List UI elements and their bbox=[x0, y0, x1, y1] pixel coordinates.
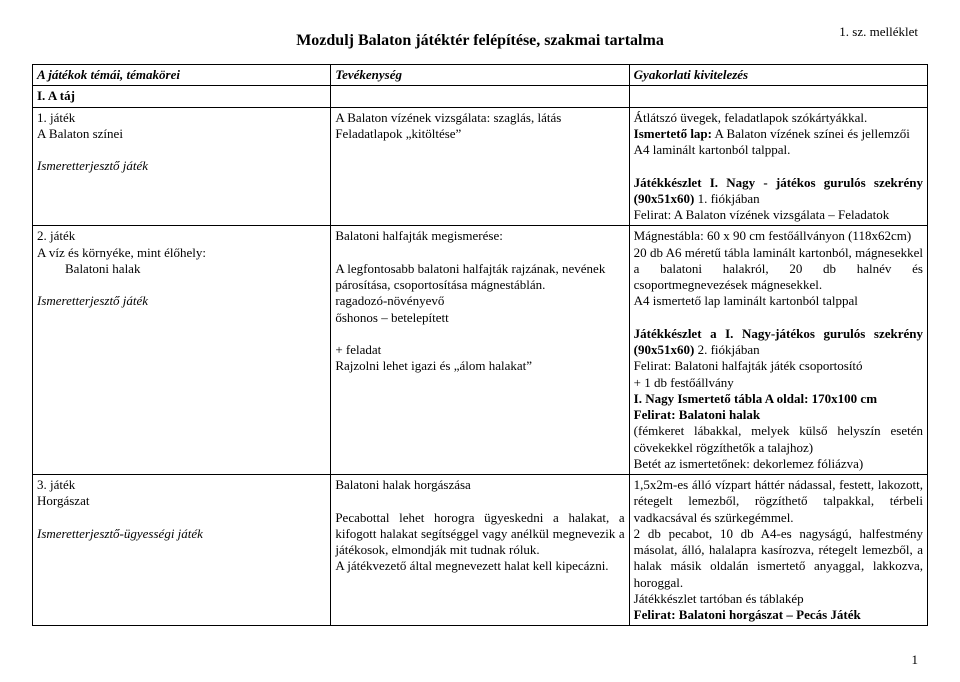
section-label: I. A táj bbox=[33, 86, 331, 107]
r2-c2-l3: ragadozó-növényevő bbox=[335, 293, 444, 308]
r1-c1-l3: Ismeretterjesztő játék bbox=[37, 158, 148, 173]
r1-c3-l2b: A Balaton vízének színei és jellemzői bbox=[712, 126, 910, 141]
r2-c1-l1: 2. játék bbox=[37, 228, 75, 243]
table-header-row: A játékok témái, témakörei Tevékenység G… bbox=[33, 65, 928, 86]
r2-c2-l2: A legfontosabb balatoni halfajták rajzán… bbox=[335, 261, 605, 292]
r2-c1-l4: Ismeretterjesztő játék bbox=[37, 293, 148, 308]
r2-c3-l7: I. Nagy Ismertető tábla A oldal: 170x100… bbox=[634, 391, 877, 406]
header-col2: Tevékenység bbox=[331, 65, 629, 86]
row2-col2: Balatoni halfajták megismerése: A legfon… bbox=[331, 226, 629, 475]
row1-col3: Átlátszó üvegek, feladatlapok szókártyák… bbox=[629, 107, 927, 226]
r2-c3-l4a: Játékkészlet a I. Nagy-játékos gurulós s… bbox=[634, 326, 923, 357]
r1-c3-l1: Átlátszó üvegek, feladatlapok szókártyák… bbox=[634, 110, 868, 125]
r1-c3-l3: A4 laminált kartonból talppal. bbox=[634, 142, 791, 157]
r1-c2-l1: A Balaton vízének vizsgálata: szaglás, l… bbox=[335, 110, 561, 125]
header-col3: Gyakorlati kivitelezés bbox=[629, 65, 927, 86]
r1-c3-l4b: 1. fiókjában bbox=[694, 191, 759, 206]
r1-c3-l2a: Ismertető lap: bbox=[634, 126, 712, 141]
r1-c1-l1: 1. játék bbox=[37, 110, 75, 125]
r3-c1-l2: Horgászat bbox=[37, 493, 89, 508]
row3-col2: Balatoni halak horgászása Pecabottal leh… bbox=[331, 475, 629, 626]
r3-c1-l1: 3. játék bbox=[37, 477, 75, 492]
r2-c1-l3: Balatoni halak bbox=[37, 261, 140, 277]
r2-c3-l2: 20 db A6 méretű tábla laminált kartonból… bbox=[634, 245, 923, 293]
r3-c3-l2: 2 db pecabot, 10 db A4-es nagyságú, half… bbox=[634, 526, 923, 590]
r3-c2-l2: Pecabottal lehet horogra ügyeskedni a ha… bbox=[335, 510, 624, 558]
r2-c2-l4: őshonos – betelepített bbox=[335, 310, 448, 325]
table-row: 2. játék A víz és környéke, mint élőhely… bbox=[33, 226, 928, 475]
row3-col3: 1,5x2m-es álló vízpart háttér nádassal, … bbox=[629, 475, 927, 626]
row1-col2: A Balaton vízének vizsgálata: szaglás, l… bbox=[331, 107, 629, 226]
r2-c2-l1: Balatoni halfajták megismerése: bbox=[335, 228, 503, 243]
table-row: 3. játék Horgászat Ismeretterjesztő-ügye… bbox=[33, 475, 928, 626]
section-col3-empty bbox=[629, 86, 927, 107]
r1-c2-l2: Feladatlapok „kitöltése” bbox=[335, 126, 461, 141]
r1-c3-l5: Felirat: A Balaton vízének vizsgálata – … bbox=[634, 207, 890, 222]
section-col2-empty bbox=[331, 86, 629, 107]
r3-c3-l4: Felirat: Balatoni horgászat – Pecás Játé… bbox=[634, 607, 861, 622]
r2-c3-l4b: 2. fiókjában bbox=[694, 342, 759, 357]
r2-c2-l5: + feladat bbox=[335, 342, 381, 357]
row3-col1: 3. játék Horgászat Ismeretterjesztő-ügye… bbox=[33, 475, 331, 626]
r2-c3-l6: + 1 db festőállvány bbox=[634, 375, 734, 390]
r3-c1-l3: Ismeretterjesztő-ügyességi játék bbox=[37, 526, 203, 541]
r3-c2-l3: A játékvezető által megnevezett halat ke… bbox=[335, 558, 608, 573]
r1-c1-l2: A Balaton színei bbox=[37, 126, 123, 141]
attachment-label: 1. sz. melléklet bbox=[839, 24, 918, 40]
r3-c3-l1: 1,5x2m-es álló vízpart háttér nádassal, … bbox=[634, 477, 923, 525]
r3-c3-l3: Játékkészlet tartóban és táblakép bbox=[634, 591, 804, 606]
row1-col1: 1. játék A Balaton színei Ismeretterjesz… bbox=[33, 107, 331, 226]
header-col1: A játékok témái, témakörei bbox=[33, 65, 331, 86]
r2-c3-l8: Felirat: Balatoni halak bbox=[634, 407, 760, 422]
r2-c2-l6: Rajzolni lehet igazi és „álom halakat” bbox=[335, 358, 532, 373]
content-table: A játékok témái, témakörei Tevékenység G… bbox=[32, 64, 928, 626]
row2-col1: 2. játék A víz és környéke, mint élőhely… bbox=[33, 226, 331, 475]
r2-c1-l2: A víz és környéke, mint élőhely: bbox=[37, 245, 206, 260]
r2-c3-l3: A4 ismertető lap laminált kartonból talp… bbox=[634, 293, 858, 308]
row2-col3: Mágnestábla: 60 x 90 cm festőállványon (… bbox=[629, 226, 927, 475]
section-row: I. A táj bbox=[33, 86, 928, 107]
r2-c3-l1: Mágnestábla: 60 x 90 cm festőállványon (… bbox=[634, 228, 912, 243]
r2-c3-l10: Betét az ismertetőnek: dekorlemez fóliáz… bbox=[634, 456, 864, 471]
page-title: Mozdulj Balaton játéktér felépítése, sza… bbox=[32, 32, 928, 50]
r1-c3-l4a: Játékkészlet I. Nagy - játékos gurulós s… bbox=[634, 175, 923, 206]
page-number: 1 bbox=[912, 652, 919, 668]
r2-c3-l5: Felirat: Balatoni halfajták játék csopor… bbox=[634, 358, 863, 373]
r2-c3-l9: (fémkeret lábakkal, melyek külső helyszí… bbox=[634, 423, 923, 454]
table-row: 1. játék A Balaton színei Ismeretterjesz… bbox=[33, 107, 928, 226]
r3-c2-l1: Balatoni halak horgászása bbox=[335, 477, 471, 492]
